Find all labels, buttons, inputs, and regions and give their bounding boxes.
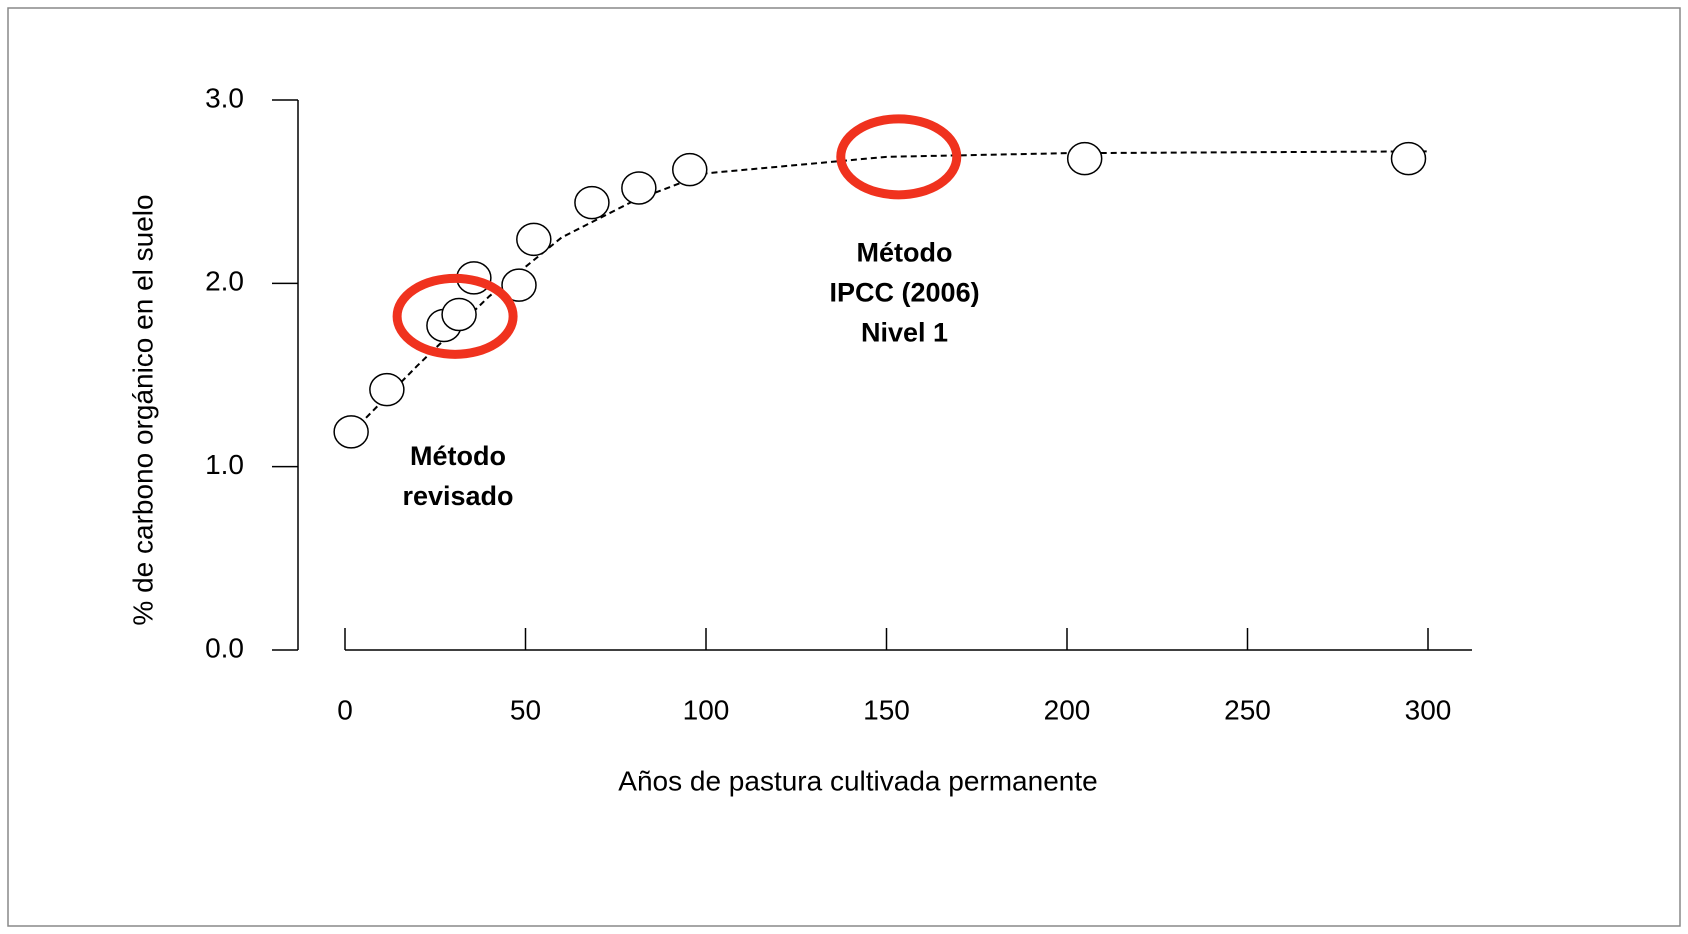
point xyxy=(369,372,405,407)
point xyxy=(441,297,477,332)
point xyxy=(501,268,537,302)
point xyxy=(333,415,369,449)
x-tick-label: 250 xyxy=(1224,694,1271,725)
annotation: Método xyxy=(410,441,506,471)
x-tick-label: 50 xyxy=(510,694,541,725)
point xyxy=(672,152,708,187)
x-tick-label: 150 xyxy=(863,694,910,725)
y-tick-label: 0.0 xyxy=(205,632,244,663)
annotation: Método xyxy=(857,237,953,267)
x-tick-label: 0 xyxy=(337,694,353,725)
x-tick-label: 300 xyxy=(1405,694,1452,725)
x-axis-title: Años de pastura cultivada permanente xyxy=(618,765,1097,796)
y-tick-label: 1.0 xyxy=(205,449,244,480)
x-tick-label: 200 xyxy=(1044,694,1091,725)
point xyxy=(1066,141,1103,176)
frame xyxy=(7,7,1681,927)
annotation: Nivel 1 xyxy=(861,317,948,347)
point xyxy=(516,222,552,257)
annotation: IPCC (2006) xyxy=(830,277,980,307)
annotation: revisado xyxy=(402,481,513,511)
y-tick-label: 2.0 xyxy=(205,266,244,297)
highlight xyxy=(392,273,518,359)
point xyxy=(1390,141,1427,176)
y-tick-label: 3.0 xyxy=(205,82,244,113)
point xyxy=(574,185,610,220)
highlight xyxy=(836,114,962,200)
point xyxy=(621,171,657,205)
y-axis-title: % de carbono orgánico en el suelo xyxy=(127,194,158,625)
x-tick-label: 100 xyxy=(683,694,730,725)
